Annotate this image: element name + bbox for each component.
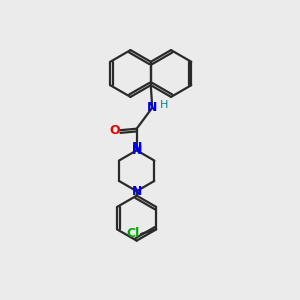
Text: Cl: Cl [126, 227, 140, 240]
Text: H: H [160, 100, 168, 110]
Text: N: N [131, 185, 142, 198]
Text: N: N [131, 141, 142, 154]
Text: O: O [110, 124, 120, 137]
Text: N: N [147, 101, 158, 114]
Text: N: N [131, 144, 142, 157]
